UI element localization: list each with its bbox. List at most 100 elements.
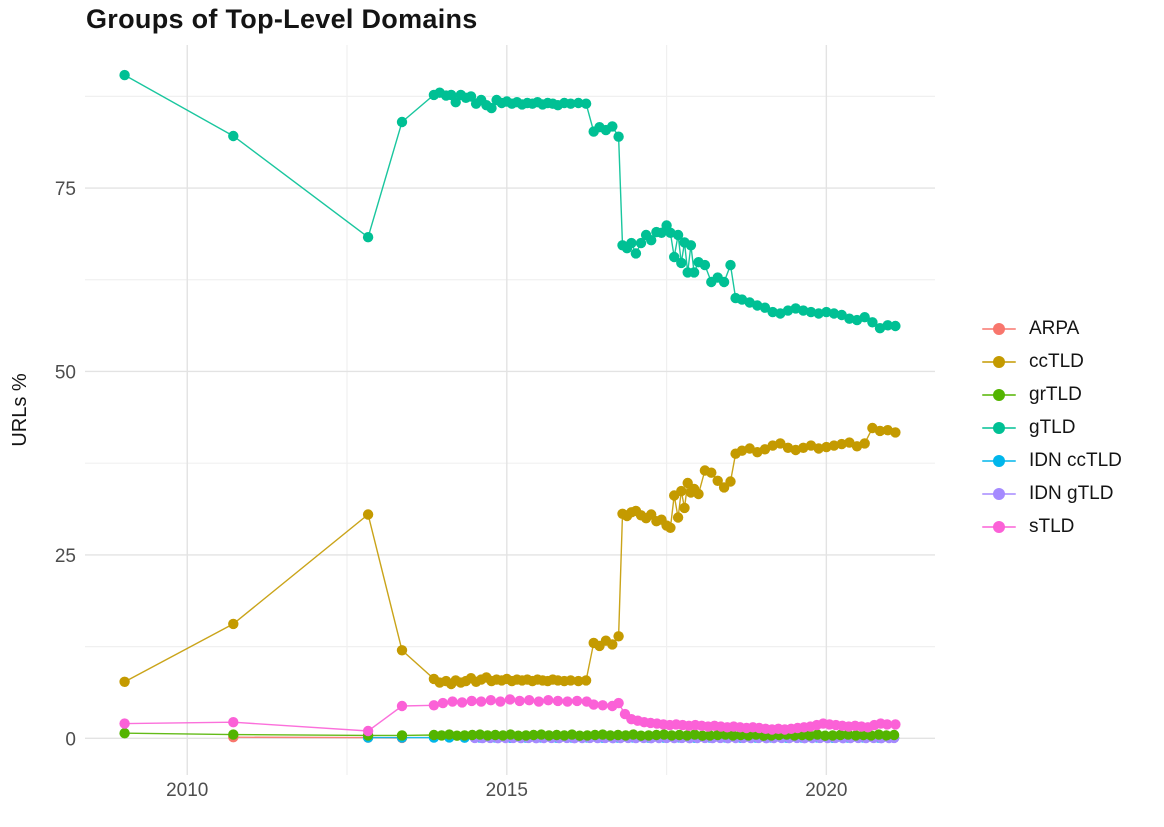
data-point-grTLD (819, 730, 831, 741)
data-point-ccTLD (396, 645, 408, 656)
legend-swatch-icon (982, 487, 1016, 501)
data-point-sTLD (447, 696, 458, 707)
data-point-ccTLD (119, 676, 130, 687)
data-point-grTLD (850, 730, 861, 741)
legend-label: gTLD (1029, 416, 1076, 438)
data-point-sTLD (495, 696, 506, 707)
y-axis-title: URLs % (9, 373, 31, 447)
legend-item-stld: sTLD (982, 510, 1122, 543)
data-point-gTLD (656, 227, 667, 238)
data-point-grTLD (582, 730, 593, 741)
data-point-sTLD (396, 700, 408, 712)
data-point-ccTLD (679, 502, 690, 514)
data-point-grTLD (497, 730, 509, 741)
data-point-sTLD (533, 696, 544, 707)
data-point-grTLD (597, 729, 608, 740)
legend: ARPA ccTLD grTLD gTLD IDN ccTLD IDN gTLD sTLD (982, 312, 1122, 543)
data-point-grTLD (119, 728, 130, 739)
data-point-grTLD (451, 730, 463, 741)
data-point-ccTLD (565, 675, 576, 686)
data-point-grTLD (873, 729, 884, 740)
data-point-grTLD (551, 729, 562, 741)
data-point-sTLD (119, 718, 130, 729)
x-tick-label: 2020 (805, 780, 847, 801)
data-point-grTLD (681, 730, 693, 741)
data-point-gTLD (685, 240, 697, 251)
data-point-gTLD (362, 232, 374, 243)
legend-swatch-icon (982, 388, 1016, 402)
data-point-grTLD (835, 729, 846, 741)
data-point-grTLD (689, 729, 700, 740)
data-point-ccTLD (613, 631, 624, 642)
data-point-grTLD (574, 730, 585, 741)
data-point-sTLD (228, 717, 239, 728)
data-point-sTLD (466, 695, 477, 707)
data-point-grTLD (520, 730, 532, 741)
data-point-sTLD (524, 695, 535, 706)
data-point-ccTLD (573, 675, 584, 687)
data-point-gTLD (646, 235, 657, 246)
data-point-sTLD (504, 694, 516, 705)
data-point-grTLD (735, 729, 746, 741)
data-point-grTLD (804, 730, 815, 741)
data-point-gTLD (565, 98, 576, 109)
legend-swatch-icon (982, 322, 1016, 336)
data-point-ccTLD (836, 438, 847, 450)
legend-label: sTLD (1029, 515, 1075, 537)
data-point-grTLD (444, 729, 455, 740)
data-point-gTLD (607, 121, 618, 132)
data-point-ccTLD (706, 467, 717, 478)
data-point-grTLD (635, 730, 647, 741)
data-point-grTLD (228, 729, 239, 740)
data-point-sTLD (428, 700, 440, 711)
data-point-grTLD (459, 730, 470, 741)
data-point-gTLD (228, 130, 239, 142)
legend-swatch-icon (982, 421, 1016, 435)
data-point-gTLD (626, 237, 637, 249)
data-point-grTLD (543, 730, 555, 741)
data-point-sTLD (562, 696, 573, 707)
data-point-ccTLD (859, 438, 870, 449)
data-point-gTLD (798, 305, 809, 316)
legend-label: ARPA (1029, 317, 1080, 339)
data-point-sTLD (597, 700, 608, 711)
data-point-gTLD (396, 116, 408, 128)
data-point-gTLD (580, 98, 592, 109)
data-point-ccTLD (672, 512, 684, 523)
y-tick-label: 75 (55, 179, 76, 200)
data-point-grTLD (842, 729, 854, 740)
data-point-grTLD (712, 729, 723, 741)
data-point-grTLD (436, 730, 447, 741)
data-point-gTLD (882, 320, 893, 331)
data-point-grTLD (704, 730, 716, 741)
data-point-grTLD (536, 729, 547, 740)
data-point-grTLD (589, 729, 601, 741)
data-point-gTLD (718, 276, 730, 288)
data-point-grTLD (482, 730, 493, 741)
data-point-grTLD (467, 729, 478, 741)
legend-swatch-icon (982, 520, 1016, 534)
data-point-ccTLD (775, 438, 786, 449)
data-point-sTLD (514, 695, 525, 707)
data-point-sTLD (476, 696, 487, 707)
data-point-sTLD (485, 695, 496, 706)
data-point-gTLD (759, 302, 771, 313)
data-point-sTLD (588, 699, 599, 710)
data-point-grTLD (605, 730, 616, 741)
series-line-gTLD (124, 74, 896, 329)
data-point-grTLD (651, 729, 662, 741)
data-point-sTLD (437, 697, 449, 709)
data-point-ccTLD (580, 675, 592, 686)
data-point-grTLD (727, 730, 739, 741)
data-point-grTLD (697, 730, 708, 741)
data-point-grTLD (620, 730, 631, 741)
data-point-sTLD (881, 719, 893, 730)
chart-title: Groups of Top-Level Domains (86, 4, 478, 34)
legend-label: IDN gTLD (1029, 482, 1114, 504)
data-point-ccTLD (693, 488, 704, 500)
data-point-gTLD (672, 229, 684, 241)
y-tick-label: 0 (65, 729, 76, 750)
data-point-grTLD (612, 729, 624, 741)
